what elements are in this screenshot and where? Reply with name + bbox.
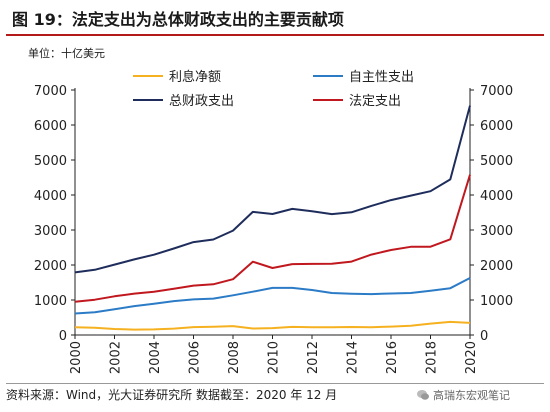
x-tick-label: 2004 bbox=[148, 341, 163, 374]
x-tick-label: 2006 bbox=[188, 341, 203, 374]
watermark: 高瑞东宏观笔记 bbox=[416, 387, 510, 403]
axes-layer: 0 0 1000 1000 2000 2000 3000 3000 4000 4000 5000 50… bbox=[34, 84, 513, 374]
y-tick-label-left: 3000 bbox=[34, 224, 67, 239]
y-tick-label-right: 1000 bbox=[480, 294, 513, 309]
legend-label-1: 利息净额 bbox=[169, 69, 221, 85]
x-tick-label: 2020 bbox=[464, 341, 479, 374]
series-line-3 bbox=[74, 105, 471, 274]
wechat-icon bbox=[417, 390, 429, 400]
y-tick-label-left: 2000 bbox=[34, 259, 67, 274]
legend-label-2: 自主性支出 bbox=[349, 70, 414, 85]
y-tick-label-left: 7000 bbox=[34, 84, 67, 99]
source-note: 资料来源：Wind，光大证券研究所 数据截至：2020 年 12 月 bbox=[6, 388, 338, 402]
x-tick-label: 2016 bbox=[385, 341, 400, 374]
y-tick-label-left: 1000 bbox=[34, 294, 67, 309]
y-tick-label-right: 0 bbox=[480, 329, 488, 344]
y-tick-label-right: 3000 bbox=[480, 224, 513, 239]
x-tick-label: 2014 bbox=[346, 341, 361, 374]
x-tick-label: 2012 bbox=[306, 341, 321, 374]
y-tick-label-left: 4000 bbox=[34, 189, 67, 204]
series-line-4 bbox=[74, 174, 471, 303]
x-tick-label: 2010 bbox=[267, 341, 282, 374]
title-divider bbox=[6, 34, 544, 36]
figure-title: 图 19：法定支出为总体财政支出的主要贡献项 bbox=[12, 10, 344, 29]
unit-label: 单位：十亿美元 bbox=[28, 46, 105, 60]
legend-label-4: 法定支出 bbox=[349, 94, 401, 109]
series-layer bbox=[74, 105, 471, 331]
x-tick-label: 2000 bbox=[69, 341, 84, 374]
y-tick-label-right: 7000 bbox=[480, 84, 513, 99]
series-line-2 bbox=[74, 277, 471, 315]
legend-label-3: 总财政支出 bbox=[169, 94, 234, 109]
series-line-1 bbox=[74, 320, 471, 331]
y-tick-label-right: 4000 bbox=[480, 189, 513, 204]
watermark-text: 高瑞东宏观笔记 bbox=[433, 389, 510, 402]
y-tick-label-right: 2000 bbox=[480, 259, 513, 274]
y-tick-label-left: 0 bbox=[59, 329, 67, 344]
y-tick-label-left: 5000 bbox=[34, 154, 67, 169]
y-tick-label-right: 5000 bbox=[480, 154, 513, 169]
x-tick-label: 2018 bbox=[425, 341, 440, 374]
y-tick-label-left: 6000 bbox=[34, 119, 67, 134]
x-tick-label: 2008 bbox=[227, 341, 242, 374]
footer-divider bbox=[6, 383, 544, 384]
x-tick-label: 2002 bbox=[109, 341, 124, 374]
y-tick-label-right: 6000 bbox=[480, 119, 513, 134]
